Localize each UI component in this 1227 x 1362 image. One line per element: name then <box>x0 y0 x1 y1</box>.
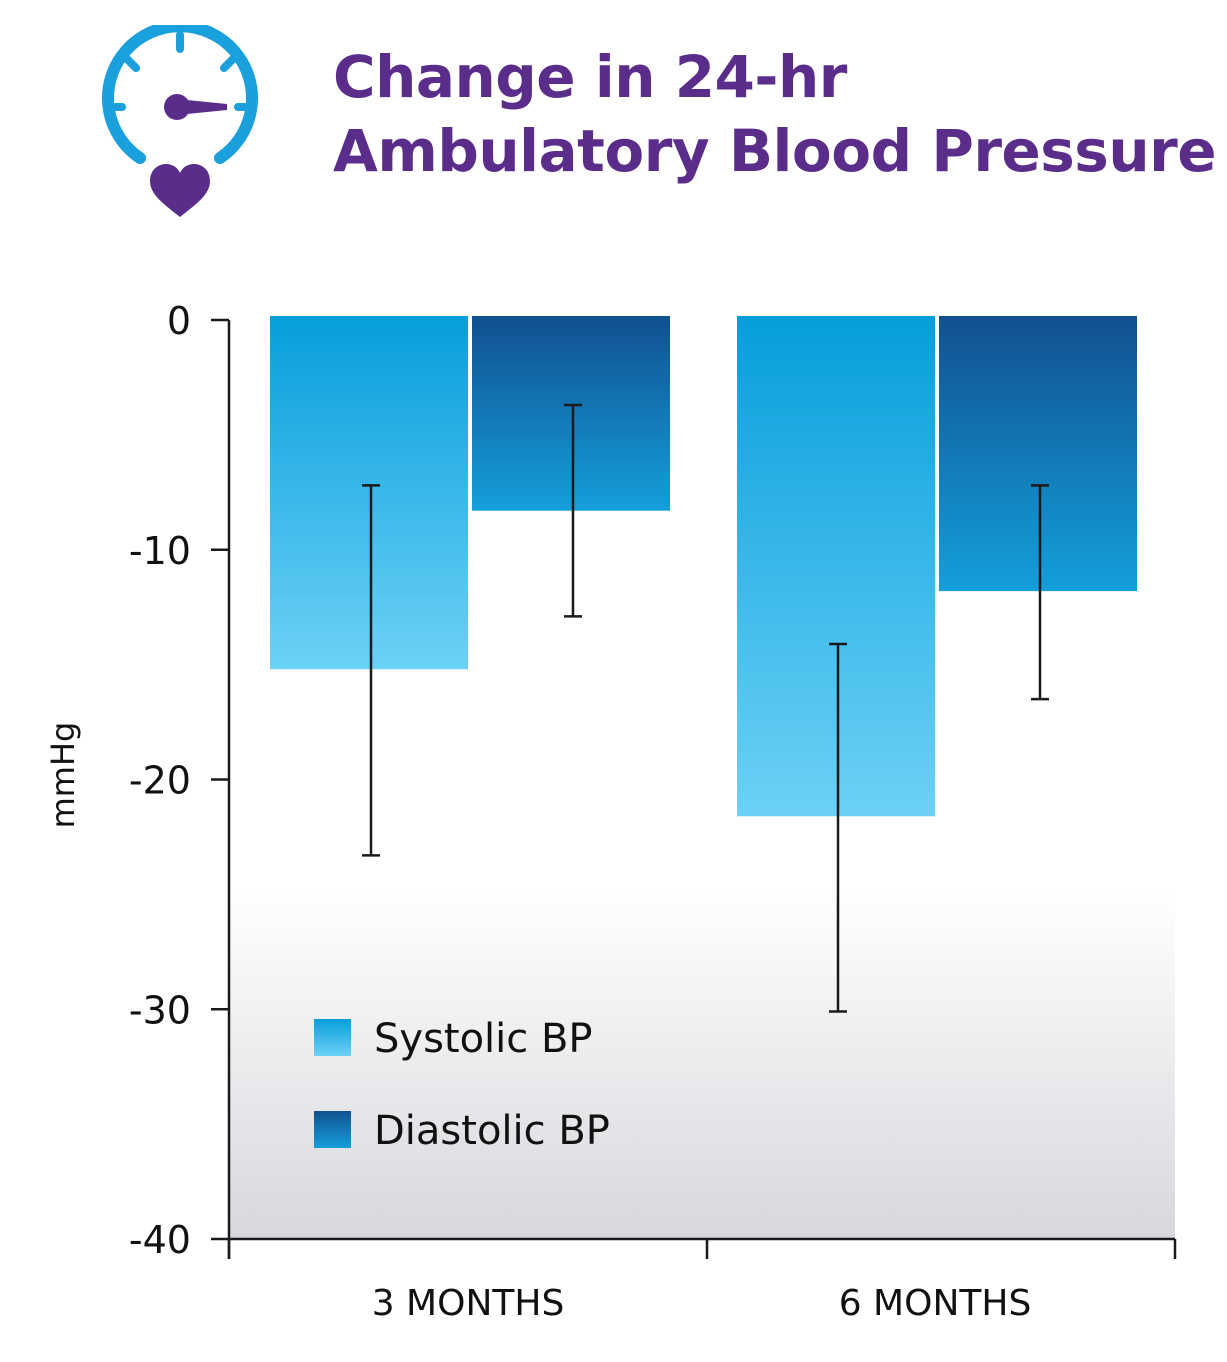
y-tick-label: -20 <box>129 759 191 803</box>
legend-swatch <box>314 1111 351 1148</box>
chart-title-line2: Ambulatory Blood Pressure <box>333 117 1217 185</box>
legend-swatch <box>314 1019 351 1056</box>
legend: Systolic BP Diastolic BP <box>314 1016 610 1154</box>
axes-layer: 0 -10 -20 -30 -40 3 MONTHS 6 MONTHS <box>129 299 1177 1324</box>
bar <box>939 316 1137 592</box>
gauge-needle <box>177 99 227 115</box>
heart-icon <box>150 164 210 217</box>
gauge-tick <box>122 54 140 72</box>
chart-title: Change in 24-hr Ambulatory Blood Pressur… <box>333 40 1217 188</box>
x-tick-label: 6 MONTHS <box>839 1283 1032 1324</box>
bar <box>737 316 935 817</box>
gauge-tick <box>220 54 238 72</box>
bar <box>270 316 468 670</box>
chart-header: Change in 24-hr Ambulatory Blood Pressur… <box>0 0 1227 230</box>
gauge-arc <box>102 25 258 164</box>
bar <box>472 316 670 511</box>
bars-layer <box>270 316 1137 817</box>
y-tick-label: -40 <box>129 1218 191 1262</box>
legend-label: Systolic BP <box>374 1016 593 1062</box>
y-tick-label: 0 <box>167 299 191 343</box>
gauge-heart-icon <box>102 25 258 217</box>
error-bars-layer <box>362 403 1049 1013</box>
x-tick-label: 3 MONTHS <box>372 1283 565 1324</box>
y-tick-label: -10 <box>129 529 191 573</box>
legend-label: Diastolic BP <box>374 1108 610 1154</box>
y-axis-label: mmHg <box>44 722 82 829</box>
chart-title-line1: Change in 24-hr <box>333 43 847 111</box>
y-tick-label: -30 <box>129 988 191 1032</box>
